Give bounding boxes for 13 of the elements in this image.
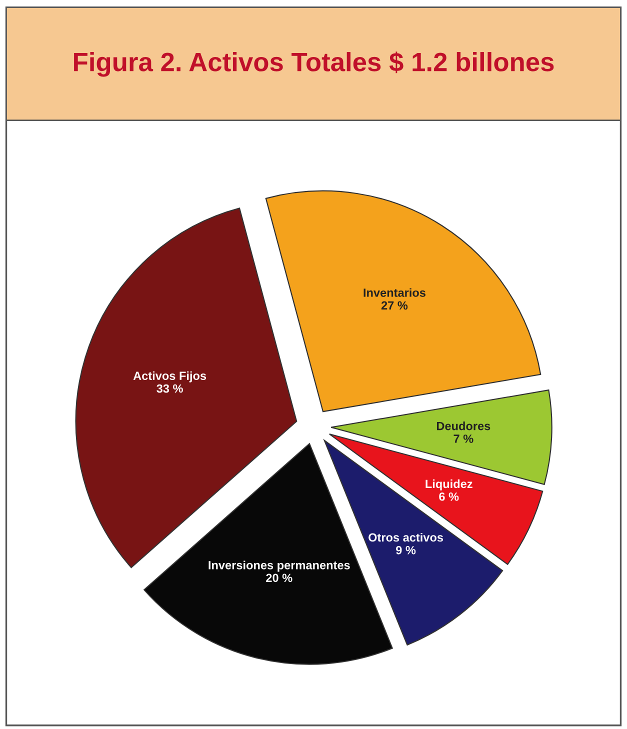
chart-title: Figura 2. Activos Totales $ 1.2 billones bbox=[74, 52, 554, 77]
slice-label: Activos Fijos bbox=[133, 371, 206, 382]
data-label: 33 % bbox=[156, 384, 183, 393]
data-label: 7 % bbox=[454, 434, 474, 443]
data-label: 20 % bbox=[266, 574, 292, 582]
slice-label: Deudores bbox=[436, 422, 490, 430]
slice-label: Inversiones permanentes bbox=[208, 560, 350, 572]
slice-label: Otros activos bbox=[368, 532, 444, 542]
data-label: 9 % bbox=[396, 546, 416, 554]
data-label: 27 % bbox=[381, 301, 408, 310]
slice-label: Inventarios bbox=[364, 288, 426, 297]
data-label: 6 % bbox=[439, 492, 459, 501]
slice-label: Liquidez bbox=[426, 479, 472, 490]
